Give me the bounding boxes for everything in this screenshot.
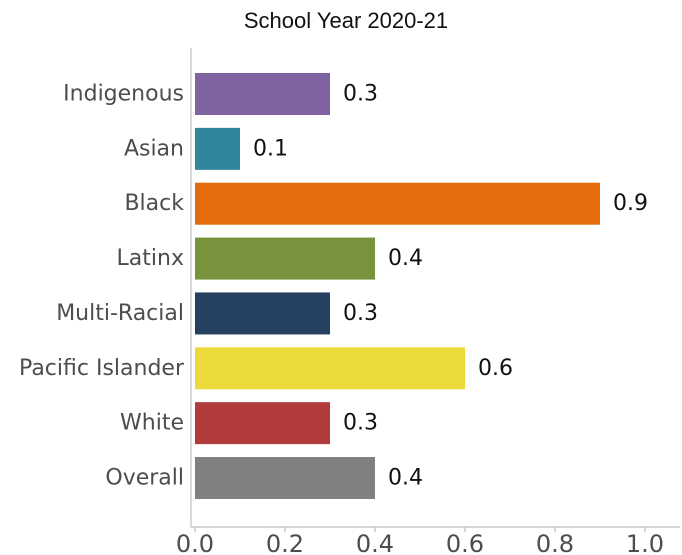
category-label: Indigenous	[63, 82, 184, 107]
category-label: Multi-Racial	[56, 301, 184, 326]
category-label: Latinx	[117, 246, 184, 271]
value-label: 0.3	[343, 82, 378, 107]
value-label: 0.3	[343, 411, 378, 436]
value-label: 0.4	[388, 246, 423, 271]
value-label: 0.9	[613, 191, 648, 216]
x-tick-label: 0.8	[536, 530, 574, 555]
bar-white	[195, 402, 330, 445]
category-label: White	[120, 411, 184, 436]
category-label: Overall	[105, 466, 184, 491]
value-label: 0.4	[388, 466, 423, 491]
x-tick-label: 0.6	[446, 530, 484, 555]
value-label: 0.1	[253, 136, 288, 161]
category-label: Pacific Islander	[19, 356, 185, 381]
x-tick-label: 0.0	[176, 530, 214, 555]
x-tick-label: 0.4	[356, 530, 394, 555]
bar-multi-racial	[195, 292, 330, 335]
category-label: Asian	[124, 136, 184, 161]
category-label: Black	[124, 191, 184, 216]
chart-title: School Year 2020-21	[243, 8, 449, 33]
value-label: 0.6	[478, 356, 513, 381]
x-tick-label: 1.0	[626, 530, 664, 555]
value-label: 0.3	[343, 301, 378, 326]
bar-indigenous	[195, 73, 330, 115]
bar-asian	[195, 127, 240, 170]
bar-black	[195, 182, 600, 225]
x-tick-label: 0.2	[266, 530, 304, 555]
bar-latinx	[195, 237, 375, 280]
bar-overall	[195, 457, 375, 500]
bar-pacific-islander	[195, 347, 465, 390]
